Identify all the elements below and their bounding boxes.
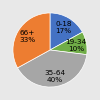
Text: 19-34
10%: 19-34 10%	[66, 38, 87, 52]
Text: 35-64
40%: 35-64 40%	[44, 70, 66, 83]
Text: 66+
33%: 66+ 33%	[19, 30, 35, 43]
Wedge shape	[50, 13, 82, 50]
Wedge shape	[18, 50, 87, 87]
Text: 0-18
17%: 0-18 17%	[55, 20, 72, 34]
Wedge shape	[13, 13, 50, 68]
Wedge shape	[50, 32, 87, 55]
